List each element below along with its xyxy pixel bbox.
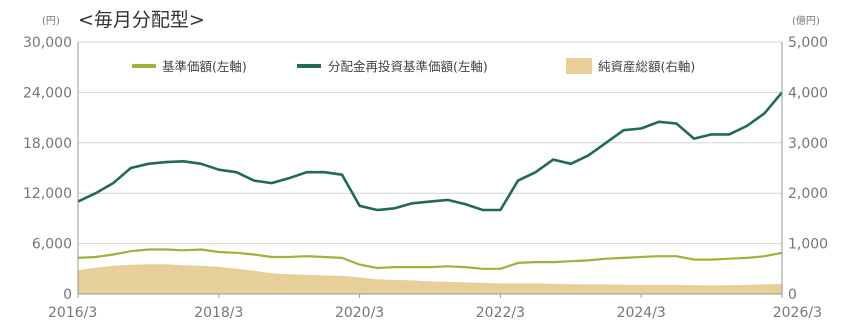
axes: 0 0 6,000 1,000 12,000 2,000 18,000 3,000 24,000…	[23, 35, 828, 321]
net-assets-area-layer	[78, 264, 782, 294]
right-tick-label: 4,000	[788, 85, 828, 101]
nav-line	[77, 248, 783, 270]
x-tick-label: 2016/3	[48, 305, 97, 321]
legend-item-nav: 基準価額(左軸)	[132, 59, 247, 74]
legend-item-net-assets: 純資産総額(右軸)	[566, 58, 695, 74]
reinvested-nav-line	[77, 91, 783, 212]
legend-label-nav: 基準価額(左軸)	[162, 59, 247, 74]
legend-label-reinvested: 分配金再投資基準価額(左軸)	[328, 59, 488, 74]
left-tick-label: 6,000	[32, 237, 72, 253]
right-tick-label: 1,000	[788, 237, 828, 253]
left-tick-label: 0	[63, 287, 72, 303]
right-tick-label: 0	[788, 287, 797, 303]
x-tick-label: 2024/3	[617, 305, 666, 321]
x-tick-label: 2020/3	[335, 305, 384, 321]
left-tick-label: 30,000	[23, 35, 72, 51]
left-tick-label: 12,000	[23, 186, 72, 202]
left-tick-label: 18,000	[23, 136, 72, 152]
left-tick-label: 24,000	[23, 85, 72, 101]
right-tick-label: 2,000	[788, 186, 828, 202]
right-tick-label: 5,000	[788, 35, 828, 51]
price-lines-layer	[77, 91, 783, 270]
right-axis-unit: (億円)	[792, 14, 820, 27]
right-tick-label: 3,000	[788, 136, 828, 152]
legend-swatch-net-assets	[566, 58, 592, 74]
legend-item-reinvested: 分配金再投資基準価額(左軸)	[297, 59, 488, 74]
chart-title: <毎月分配型>	[78, 9, 205, 31]
x-tick-label: 2026/3	[773, 305, 822, 321]
gridlines	[78, 41, 782, 245]
legend-label-net-assets: 純資産総額(右軸)	[598, 59, 695, 74]
x-tick-label: 2022/3	[476, 305, 525, 321]
net-assets-area	[78, 264, 782, 294]
legend: 基準価額(左軸) 分配金再投資基準価額(左軸) 純資産総額(右軸)	[132, 58, 695, 74]
x-tick-label: 2018/3	[194, 305, 243, 321]
left-axis-unit: (円)	[42, 16, 60, 27]
